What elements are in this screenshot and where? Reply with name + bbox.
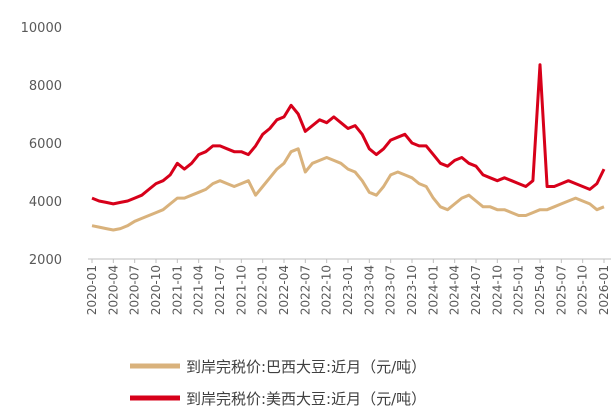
y-tick-label: 8000: [29, 79, 62, 94]
x-tick-label: 2022-01: [256, 265, 270, 315]
x-tick-label: 2022-07: [298, 265, 312, 315]
x-tick-label: 2023-10: [405, 265, 419, 315]
x-tick-label: 2020-07: [128, 265, 142, 315]
x-tick-label: 2021-01: [170, 265, 184, 315]
y-tick-label: 4000: [29, 195, 62, 210]
y-tick-label: 2000: [29, 253, 62, 268]
series-line: [91, 63, 606, 206]
legend-label: 到岸完税价:美西大豆:近月（元/吨）: [186, 390, 426, 408]
x-tick-label: 2023-04: [362, 265, 376, 315]
x-tick-label: 2020-01: [85, 265, 99, 315]
x-tick-label: 2024-04: [448, 265, 462, 315]
x-tick-label: 2020-04: [106, 265, 120, 315]
x-tick-label: 2025-04: [533, 265, 547, 315]
x-tick-label: 2025-01: [512, 265, 526, 315]
x-tick-label: 2023-07: [384, 265, 398, 315]
x-tick-label: 2020-10: [149, 265, 163, 315]
x-tick-label: 2025-10: [576, 265, 590, 315]
legend-label: 到岸完税价:巴西大豆:近月（元/吨）: [186, 358, 426, 376]
x-tick-label: 2023-01: [341, 265, 355, 315]
x-tick-label: 2022-10: [320, 265, 334, 315]
y-tick-label: 10000: [21, 21, 62, 36]
series-line: [91, 147, 605, 232]
x-tick-label: 2022-04: [277, 265, 291, 315]
y-tick-label: 6000: [29, 137, 62, 152]
x-tick-label: 2021-04: [192, 265, 206, 315]
x-tick-label: 2024-07: [469, 265, 483, 315]
x-tick-label: 2021-07: [213, 265, 227, 315]
x-tick-label: 2026-01: [597, 265, 611, 315]
x-tick-label: 2025-07: [554, 265, 568, 315]
x-tick-label: 2021-10: [234, 265, 248, 315]
x-tick-label: 2024-10: [490, 265, 504, 315]
x-tick-label: 2024-01: [426, 265, 440, 315]
